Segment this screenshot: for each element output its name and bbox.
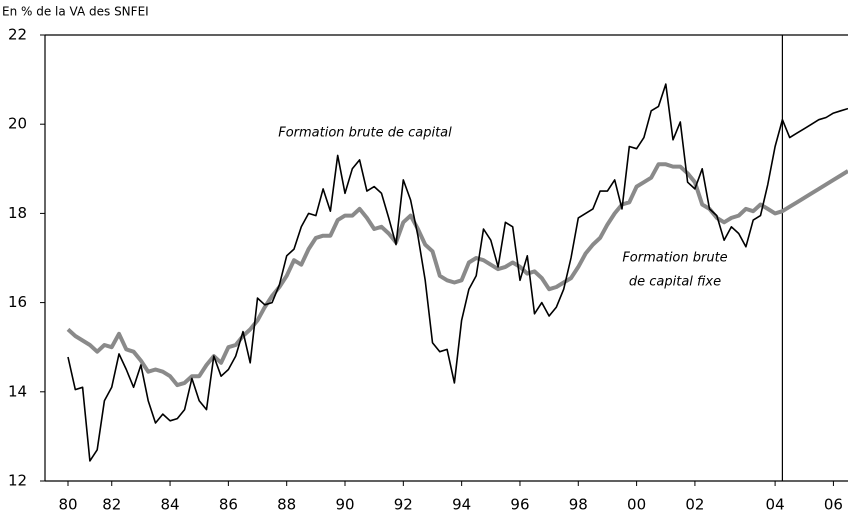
y-axis-label: En % de la VA des SNFEI: [2, 5, 149, 19]
y-tick-label: 18: [8, 204, 27, 222]
x-tick-label: 04: [766, 496, 785, 514]
annotation: de capital fixe: [629, 275, 721, 290]
x-tick-label: 84: [161, 496, 180, 514]
x-tick-label: 06: [824, 496, 843, 514]
annotation: Formation brute de capital: [278, 126, 452, 141]
y-tick-label: 16: [8, 293, 27, 311]
x-tick-label: 88: [277, 496, 296, 514]
x-tick-label: 94: [452, 496, 471, 514]
x-tick-label: 86: [219, 496, 238, 514]
y-tick-label: 22: [8, 26, 27, 44]
series-line: [67, 83, 848, 462]
x-tick-label: 00: [627, 496, 646, 514]
x-tick-label: 92: [394, 496, 413, 514]
x-tick-label: 02: [685, 496, 704, 514]
x-tick-label: 80: [58, 496, 77, 514]
y-tick-label: 14: [8, 382, 27, 400]
y-tick-label: 20: [8, 115, 27, 133]
y-tick-label: 12: [8, 472, 27, 490]
x-tick-label: 96: [510, 496, 529, 514]
annotation: Formation brute: [622, 251, 727, 266]
x-tick-label: 90: [335, 496, 354, 514]
x-tick-label: 98: [569, 496, 588, 514]
x-tick-label: 82: [102, 496, 121, 514]
